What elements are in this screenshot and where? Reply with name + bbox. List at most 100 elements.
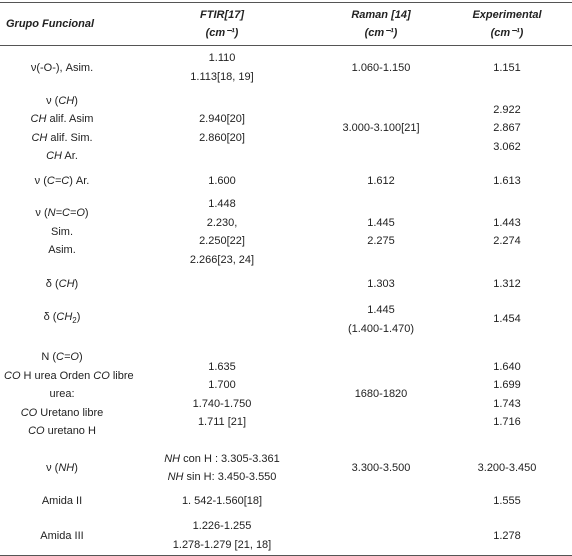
cell-line: Experimental: [472, 8, 542, 21]
table-cell: 1.445 2.275: [320, 195, 442, 270]
cell-line: CH alif. Asim: [4, 110, 120, 129]
table-cell: 1.613: [442, 168, 572, 195]
table-cell: 1.110 1.113[18, 19]: [124, 46, 320, 90]
text-part: CH: [46, 150, 62, 162]
text-part: δ (: [45, 278, 59, 291]
text-part: N=C=O: [47, 207, 85, 220]
cell-line: 2.250[22]: [199, 235, 245, 247]
header-cell: FTIR[17] (cm⁻¹): [124, 2, 320, 46]
table-cell: 1.312: [442, 270, 572, 300]
table-cell: [124, 270, 320, 300]
cell-line: 1. 542-1.560[18]: [181, 495, 263, 508]
cell-line: 1.700: [208, 379, 236, 391]
cell-line: 1.151: [493, 61, 521, 74]
cell-line: 1.711 [21]: [197, 416, 247, 428]
table-cell: [320, 487, 442, 517]
table-row: Amida II 1. 542-1.560[18] 1.555: [0, 487, 572, 517]
cell-line: (cm⁻¹): [364, 27, 398, 39]
header-cell: Grupo Funcional: [0, 2, 124, 46]
cell-line: 1.278: [493, 529, 521, 542]
table-row: ν (CH) CH alif. Asim CH alif. Sim. CH Ar. 2.…: [0, 90, 572, 168]
text-part: ): [84, 207, 89, 220]
text-part: δ (: [43, 311, 57, 324]
cell-line: 1.110: [208, 52, 236, 65]
cell-line: (cm⁻¹): [205, 27, 239, 39]
cell-line: 1.640: [493, 360, 521, 373]
cell-line: 2.230,: [206, 216, 238, 229]
table-row: ν (NH) NH con H : 3.305-3.361 NH sin H: 3.…: [0, 450, 572, 487]
cell-line: Asim.: [48, 244, 76, 257]
cell-line: δ (CH2): [4, 308, 120, 331]
table-row: ν (C=C) Ar. 1.600 1.612 1.613: [0, 168, 572, 195]
text-part: Ar.: [61, 150, 78, 162]
table-cell: 3.300-3.500: [320, 450, 442, 487]
cell-line: 1.060-1.150: [351, 61, 411, 74]
cell-line: 1.278-1.279 [21, 18]: [172, 538, 272, 551]
text-part: NH: [167, 471, 184, 483]
table-cell: [124, 300, 320, 340]
table-cell: [320, 517, 442, 556]
cell-line: 1.113[18, 19]: [190, 70, 254, 83]
text-part: ν (: [46, 461, 59, 474]
header-row: Grupo Funcional FTIR[17] (cm⁻¹) Raman [14] (…: [0, 2, 572, 46]
cell-line: ν (NH): [4, 459, 120, 478]
cell-line: 2.274: [493, 235, 521, 247]
cell-line: CO Uretano libre: [4, 404, 120, 423]
table-cell: 1.635 1.700 1.740-1.750 1.711 [21]: [124, 340, 320, 450]
cell-line: 1.716: [493, 416, 521, 428]
table-cell: 3.000-3.100[21]: [320, 90, 442, 168]
cell-line: 3.200-3.450: [477, 461, 537, 474]
cell-line: CO H urea Orden CO libre: [4, 367, 134, 386]
cell-line: FTIR[17]: [200, 8, 244, 21]
table-row: N (C=O) CO H urea Orden CO libre urea: CO U…: [0, 340, 572, 450]
text-part: ν (: [34, 174, 47, 187]
text-part: libre: [109, 369, 134, 382]
cell-line: N (C=O): [4, 348, 120, 367]
table-cell: ν(-O-), Asim.: [0, 46, 124, 90]
text-part: sin H: 3.450-3.550: [183, 471, 277, 483]
text-part: ): [74, 278, 79, 291]
table-cell: N (C=O) CO H urea Orden CO libre urea: CO U…: [0, 340, 134, 450]
text-part: CO: [28, 425, 45, 438]
table-cell: δ (CH): [0, 270, 124, 300]
text-part: CH: [58, 278, 75, 291]
cell-line: 1.555: [493, 495, 521, 508]
table-cell: 1.151: [442, 46, 572, 90]
text-part: CO: [93, 369, 110, 382]
cell-line: 2.860[20]: [199, 131, 245, 144]
table-cell: 1.445 (1.400-1.470): [320, 300, 442, 340]
cell-line: (1.400-1.470): [347, 322, 415, 335]
table-cell: δ (CH2): [0, 300, 124, 340]
table-cell: 1.443 2.274: [442, 195, 572, 270]
table-cell: 2.922 2.867 3.062: [442, 90, 572, 168]
cell-line: 2.266[23, 24]: [189, 253, 255, 266]
cell-line: NH sin H: 3.450-3.550: [128, 468, 316, 487]
header-cell: Raman [14] (cm⁻¹): [320, 2, 442, 46]
cell-line: CH Ar.: [4, 147, 120, 166]
text-part: ν (: [46, 94, 59, 107]
cell-line: 1.448: [208, 198, 236, 210]
cell-line: 1.454: [493, 313, 521, 326]
cell-line: 3.000-3.100[21]: [342, 122, 420, 135]
table-cell: ν (NH): [0, 450, 124, 487]
table-cell: 1.226-1.255 1.278-1.279 [21, 18]: [124, 517, 320, 556]
table-cell: 1.600: [124, 168, 320, 195]
cell-line: NH con H : 3.305-3.361: [128, 450, 316, 469]
text-part: uretano H: [44, 425, 96, 438]
text-part: ) Ar.: [69, 174, 90, 187]
cell-line: 1680-1820: [354, 388, 408, 401]
table-cell: 1.303: [320, 270, 442, 300]
table-cell: ν (CH) CH alif. Asim CH alif. Sim. CH Ar.: [0, 90, 124, 168]
cell-line: Sim.: [51, 225, 73, 238]
table-cell: ν (N=C=O) Sim. Asim.: [0, 195, 124, 270]
cell-line: 2.867: [493, 122, 521, 135]
cell-line: 1.443: [493, 216, 521, 229]
table-cell: ν (C=C) Ar.: [0, 168, 124, 195]
text-part: con H : 3.305-3.361: [180, 452, 280, 465]
text-part: NH: [164, 452, 181, 465]
text-part: CH: [30, 113, 47, 125]
table-body: ν(-O-), Asim. 1.110 1.113[18, 19] 1.060-1.1…: [0, 46, 572, 556]
text-part: ): [74, 461, 78, 474]
